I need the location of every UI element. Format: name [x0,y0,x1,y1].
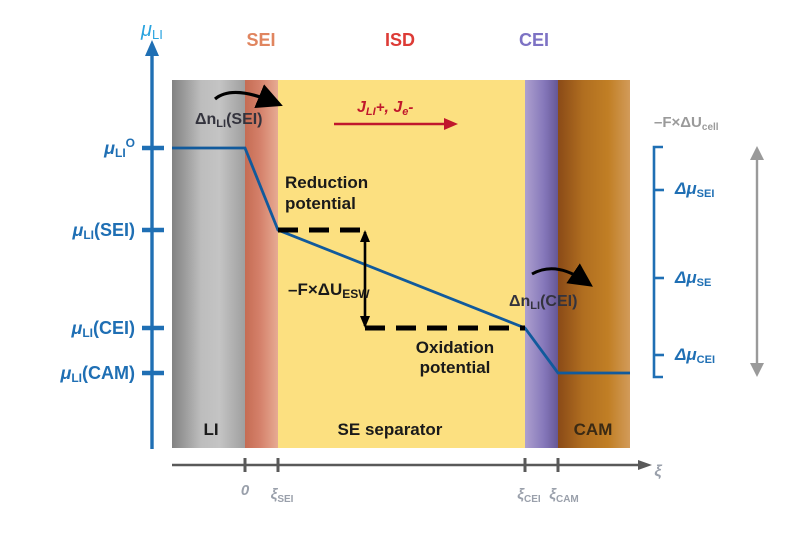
svg-text:ΔμSEI: ΔμSEI [674,179,714,200]
svg-text:0: 0 [241,482,250,499]
svg-text:LI: LI [203,420,218,439]
svg-text:ξSEI: ξSEI [271,486,294,505]
svg-text:μLI(CAM): μLI(CAM) [59,363,135,385]
svg-text:Oxidation: Oxidation [416,338,494,357]
svg-text:SEI: SEI [246,30,275,50]
svg-text:ΔnLI(CEI): ΔnLI(CEI) [509,293,577,312]
svg-text:Reduction: Reduction [285,173,368,192]
svg-text:ξ: ξ [654,463,662,480]
svg-text:potential: potential [420,358,491,377]
svg-text:ΔμCEI: ΔμCEI [674,345,715,366]
svg-text:SE separator: SE separator [338,420,443,439]
svg-text:ΔμSE: ΔμSE [674,268,711,289]
svg-text:ΔnLI(SEI): ΔnLI(SEI) [195,111,263,130]
svg-text:–F×ΔUcell: –F×ΔUcell [654,114,719,133]
svg-text:ξCAM: ξCAM [549,486,579,505]
svg-text:potential: potential [285,194,356,213]
svg-text:μLI: μLI [140,19,163,42]
svg-text:CAM: CAM [574,420,613,439]
svg-text:ξCEI: ξCEI [517,486,541,505]
svg-text:μLI(CEI): μLI(CEI) [70,318,135,340]
svg-text:ISD: ISD [385,30,415,50]
svg-text:CEI: CEI [519,30,549,50]
svg-text:μLI(SEI): μLI(SEI) [71,220,135,242]
svg-text:μLIO: μLIO [103,136,135,160]
